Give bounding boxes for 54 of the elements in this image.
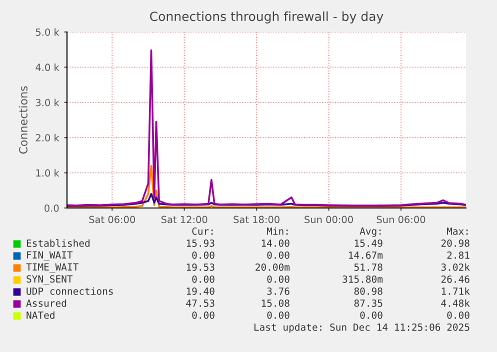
text: 19.40 (186, 287, 214, 295)
text: 51.78 (354, 263, 382, 271)
text: 20.98 (441, 239, 470, 247)
x-tick-label: Sat 06:00 (89, 216, 136, 224)
y-tick-label: 1.0 k (36, 169, 60, 177)
chart-title: Connections through firewall - by day (150, 11, 384, 24)
legend-label: Established (26, 239, 90, 247)
x-tick-label: Sat 12:00 (161, 216, 208, 224)
text: 0.00 (447, 311, 470, 319)
text: Max: (446, 228, 468, 235)
text: 0.00 (192, 311, 214, 319)
legend-label: FIN_WAIT (27, 251, 73, 261)
text: 15.08 (262, 299, 290, 307)
y-tick-label: 0.0 (44, 204, 59, 212)
text: 315.80m (342, 275, 383, 283)
text: 87.35 (354, 299, 382, 307)
text: 0.00 (360, 311, 382, 319)
text: 20.00m (256, 263, 290, 271)
text: 0.00 (267, 275, 290, 283)
line-series (67, 49, 466, 206)
legend-label: TIME_WAIT (26, 263, 78, 273)
legend-label: Assured (26, 299, 66, 307)
text: 0.00 (192, 275, 214, 283)
text: 0.00 (267, 311, 290, 319)
text: 14.00 (262, 239, 290, 247)
text: 14.67m (349, 251, 383, 259)
text: Last update: Sun Dec 14 11:25:06 2025 (254, 323, 470, 333)
text: 3.02k (441, 263, 470, 271)
y-tick-label: 4.0 k (36, 64, 60, 72)
y-tick-label: 5.0 k (36, 28, 60, 36)
text: 0.00 (192, 251, 214, 259)
x-tick-label: Sun 00:00 (304, 216, 353, 224)
text: Cur: (192, 227, 213, 235)
legend-label: SYN_SENT (26, 275, 73, 285)
text: 0.00 (267, 251, 290, 259)
text: 1.71k (442, 287, 470, 295)
text: 3.76 (267, 287, 290, 295)
legend-label: NATed (26, 311, 54, 319)
text: 15.49 (354, 239, 382, 247)
y-tick-label: 2.0 k (36, 134, 60, 142)
text: 47.53 (186, 299, 214, 307)
x-tick-label: Sat 18:00 (234, 216, 280, 224)
text: 2.81 (447, 251, 470, 259)
text: 4.48k (441, 299, 470, 307)
x-tick-label: Sun 06:00 (376, 216, 426, 224)
legend-label: UDP connections (26, 287, 113, 295)
y-axis-title: Connections (18, 86, 28, 154)
text: 26.46 (441, 275, 470, 283)
text: Avg: (360, 228, 381, 237)
text: 80.98 (354, 287, 382, 295)
y-tick-label: 3.0 k (36, 98, 60, 106)
text: Min: (266, 227, 288, 235)
text: 15.93 (186, 239, 214, 247)
text: 19.53 (186, 263, 214, 271)
